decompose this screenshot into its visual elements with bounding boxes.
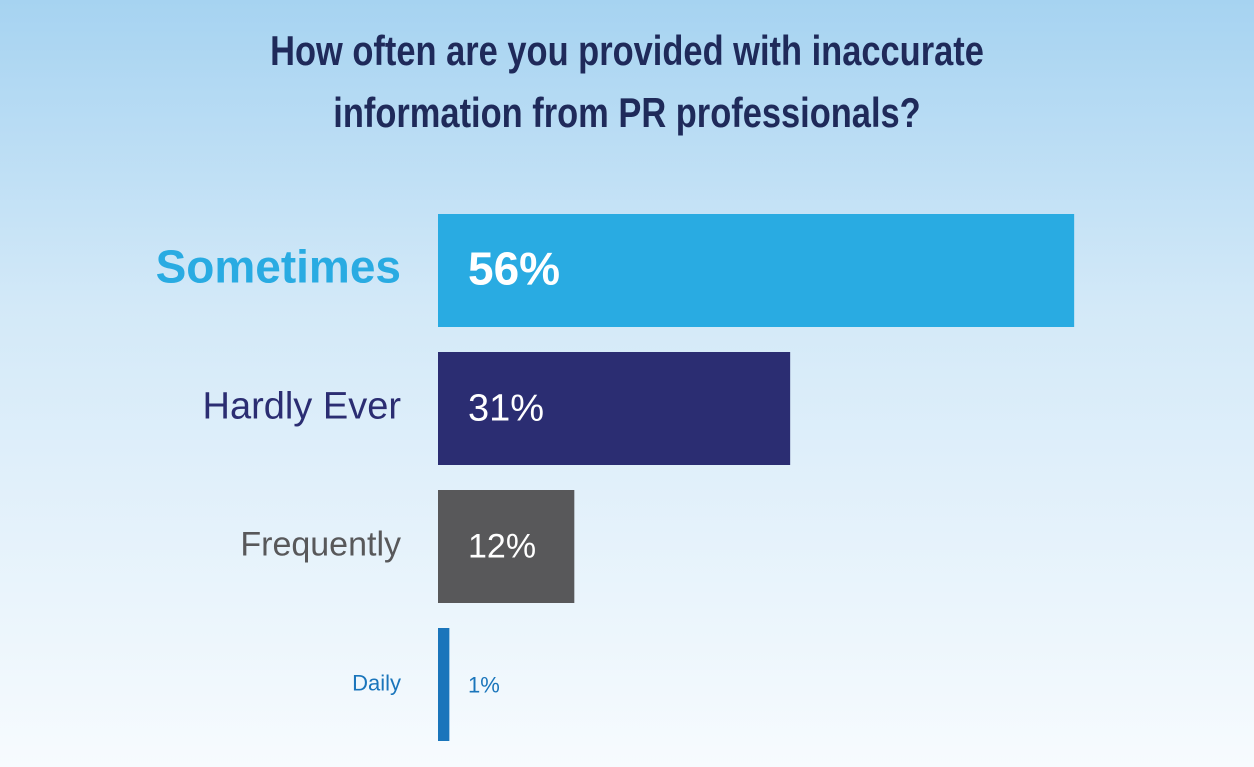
category-label: Hardly Ever <box>203 386 402 428</box>
bar <box>438 490 575 603</box>
category-label: Frequently <box>240 525 401 563</box>
value-label: 31% <box>468 388 544 430</box>
chart-title: How often are you provided with inaccura… <box>270 27 984 136</box>
category-label: Sometimes <box>156 241 401 293</box>
category-label: Daily <box>352 670 401 695</box>
value-label: 12% <box>468 527 536 565</box>
bar <box>438 214 1075 327</box>
value-label: 56% <box>468 243 560 295</box>
bar <box>438 628 450 741</box>
value-label: 1% <box>468 672 500 697</box>
bar <box>438 352 791 465</box>
